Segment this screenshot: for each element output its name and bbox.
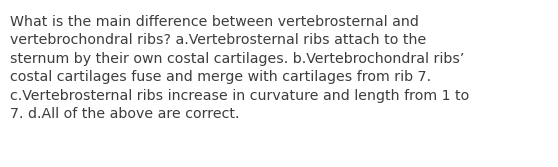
Text: What is the main difference between vertebrosternal and: What is the main difference between vert…	[10, 15, 419, 29]
Text: sternum by their own costal cartilages. b.Vertebrochondral ribs’: sternum by their own costal cartilages. …	[10, 52, 464, 66]
Text: vertebrochondral ribs? a.Vertebrosternal ribs attach to the: vertebrochondral ribs? a.Vertebrosternal…	[10, 34, 426, 47]
Text: costal cartilages fuse and merge with cartilages from rib 7.: costal cartilages fuse and merge with ca…	[10, 70, 431, 85]
Text: c.Vertebrosternal ribs increase in curvature and length from 1 to: c.Vertebrosternal ribs increase in curva…	[10, 89, 469, 103]
Text: 7. d.All of the above are correct.: 7. d.All of the above are correct.	[10, 108, 239, 122]
